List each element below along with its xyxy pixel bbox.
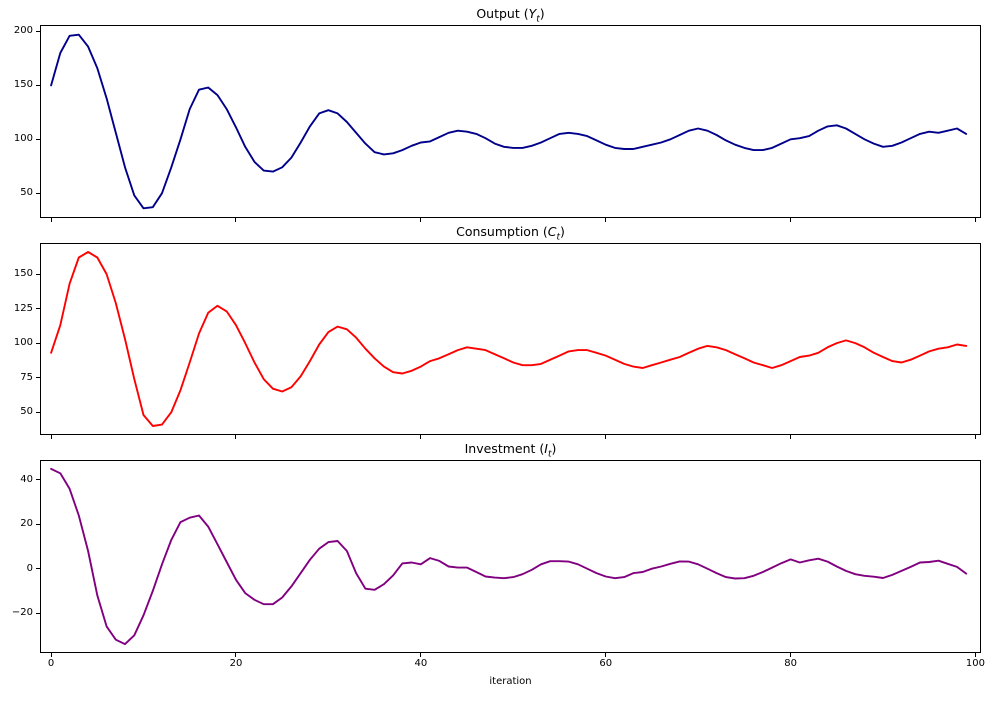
x-tick-label: 60 (599, 658, 613, 669)
y-tick-mark (36, 342, 40, 344)
y-tick-mark (36, 308, 40, 310)
axes-output: 50 100 150 200 (14, 25, 981, 222)
title-text: ) (560, 224, 565, 239)
x-tick-mark (974, 218, 976, 222)
y-tick-mark (36, 523, 40, 525)
x-tick-label: 80 (784, 658, 797, 669)
x-tick-mark (605, 653, 607, 657)
y-tick-label: 150 (13, 79, 33, 91)
title-math-sub: t (547, 449, 552, 460)
chart-title-output: Output (Yt) (40, 6, 981, 24)
title-math-sub: t (536, 14, 540, 25)
axes-consumption: 50 75 100 125 150 (14, 243, 981, 439)
title-math-var: Y (528, 6, 537, 21)
y-tick-mark (36, 479, 40, 481)
y-tick-label: 20 (20, 518, 33, 530)
y-tick-label: 75 (20, 371, 33, 383)
x-tick-mark (974, 435, 976, 439)
x-tick-label: 40 (414, 658, 428, 669)
x-tick-mark (790, 435, 792, 439)
y-tick-label: 50 (20, 406, 33, 418)
y-tick-mark (36, 612, 40, 614)
x-tick-mark (50, 653, 52, 657)
title-text: ) (539, 6, 545, 21)
x-tick-mark (235, 653, 237, 657)
chart-title-investment: Investment (It) (40, 441, 981, 459)
title-math-var: C (547, 224, 557, 239)
x-tick-label: 0 (47, 658, 55, 669)
chart-title-consumption: Consumption (Ct) (40, 224, 981, 242)
y-tick-label: 100 (13, 133, 33, 145)
series-line (50, 467, 968, 646)
series-line (50, 251, 968, 427)
title-text: Investment ( (464, 441, 545, 456)
y-tick-label: 40 (20, 473, 33, 485)
y-tick-label: 100 (13, 337, 33, 349)
x-tick-mark (420, 218, 422, 222)
plot-area (40, 243, 981, 435)
y-tick-mark (36, 192, 40, 194)
y-tick-mark (36, 273, 40, 275)
axes-investment: −20 0 20 40 0 20 40 60 80 100 (12, 460, 985, 669)
y-tick-label: 150 (13, 268, 33, 280)
y-tick-label: −20 (11, 607, 33, 619)
x-tick-mark (50, 435, 52, 439)
axes-spines (40, 25, 981, 218)
title-math-var: I (544, 441, 548, 456)
y-tick-mark (36, 411, 40, 413)
y-tick-label: 50 (20, 187, 33, 199)
x-tick-mark (235, 435, 237, 439)
y-tick-label: 125 (13, 302, 33, 314)
series-line (50, 33, 968, 210)
y-tick-mark (36, 30, 40, 32)
x-tick-mark (605, 435, 607, 439)
plot-area (40, 25, 981, 218)
x-tick-mark (790, 218, 792, 222)
x-tick-mark (790, 653, 792, 657)
y-tick-mark (36, 138, 40, 140)
x-tick-label: 100 (965, 658, 985, 669)
plot-area (40, 460, 981, 653)
x-tick-mark (974, 653, 976, 657)
y-tick-label: 0 (26, 562, 33, 574)
x-tick-mark (235, 218, 237, 222)
x-tick-mark (50, 218, 52, 222)
axes-spines (40, 460, 981, 653)
x-tick-mark (420, 653, 422, 657)
x-tick-mark (605, 218, 607, 222)
x-axis-label: iteration (489, 676, 532, 687)
title-math-sub: t (556, 232, 560, 243)
y-tick-mark (36, 84, 40, 86)
y-tick-label: 200 (13, 25, 33, 37)
x-tick-mark (420, 435, 422, 439)
title-text: ) (551, 441, 557, 456)
y-tick-mark (36, 377, 40, 379)
title-text: Output ( (476, 6, 529, 21)
y-tick-mark (36, 568, 40, 570)
title-text: Consumption ( (456, 224, 548, 239)
axes-spines (40, 243, 981, 435)
x-tick-label: 20 (229, 658, 243, 669)
